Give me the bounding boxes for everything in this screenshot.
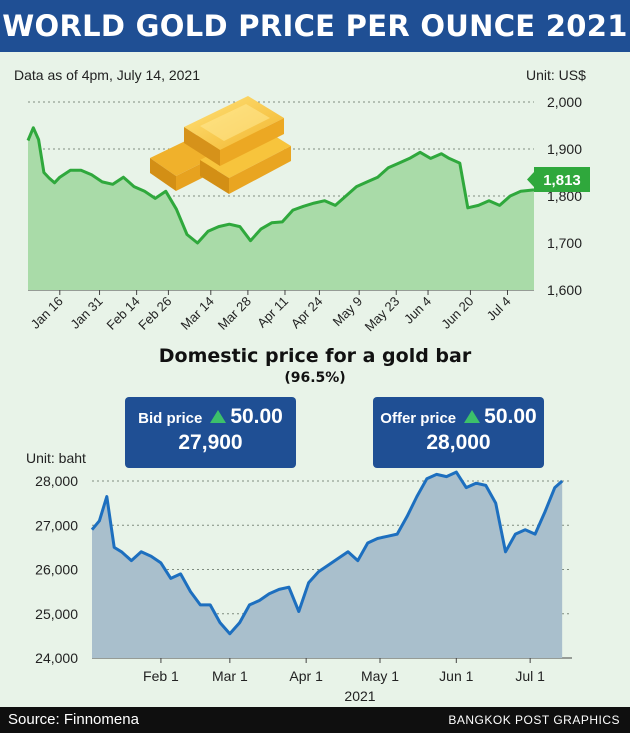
x-tick-label: Feb 14	[104, 294, 143, 333]
domestic-subtitle: (96.5%)	[284, 370, 346, 386]
bid-change: 50.00	[230, 405, 283, 428]
gold-bars-icon	[150, 96, 291, 194]
last-price-tag: 1,813	[527, 167, 590, 192]
y-tick-label: 1,600	[547, 282, 582, 298]
y-tick-label: 1,900	[547, 141, 582, 157]
x-tick-label: May 23	[362, 294, 403, 335]
x-tick-label: Jan 31	[67, 294, 105, 332]
price-line	[26, 126, 535, 245]
area-fill	[28, 127, 534, 290]
x-tick-label: Jun 4	[401, 294, 434, 327]
x-tick-label: Apr 24	[288, 294, 326, 332]
source-label: Source: Finnomena	[8, 711, 139, 728]
x-tick-label: May 9	[330, 294, 366, 330]
y-tick-label: 24,000	[35, 650, 78, 666]
x-tick-label: Apr 11	[254, 294, 291, 331]
brand-label: BANGKOK POST GRAPHICS	[448, 713, 620, 727]
y-tick-label: 26,000	[35, 562, 78, 578]
domestic-title: Domestic price for a gold bar	[158, 345, 472, 367]
offer-price-label: Offer price	[380, 410, 457, 427]
x-tick-label: Mar 28	[215, 294, 254, 333]
up-arrow-icon	[464, 410, 481, 423]
y-tick-label: 25,000	[35, 606, 78, 622]
x-tick-label: Jul 1	[515, 668, 545, 684]
y-tick-label: 2,000	[547, 94, 582, 110]
offer-price-value: 28,000	[426, 431, 491, 454]
x-tick-label: Mar 1	[212, 668, 248, 684]
offer-change: 50.00	[484, 405, 537, 428]
y-tick-label: 28,000	[35, 473, 78, 489]
x-tick-label: Mar 14	[178, 294, 217, 333]
x-tick-label: Jun 1	[439, 668, 473, 684]
year-label: 2021	[344, 688, 375, 704]
x-tick-label: Jun 20	[438, 294, 476, 332]
bid-price-label: Bid price	[138, 410, 203, 427]
world-unit-label: Unit: US$	[526, 67, 586, 83]
x-tick-label: Jan 16	[28, 294, 66, 332]
area-fill	[92, 472, 563, 658]
y-tick-label: 27,000	[35, 517, 78, 533]
y-tick-label: 1,700	[547, 235, 582, 251]
data-timestamp-note: Data as of 4pm, July 14, 2021	[14, 67, 200, 83]
x-tick-label: Feb 26	[135, 294, 174, 333]
x-tick-label: Jul 4	[484, 294, 514, 324]
chart-title: WORLD GOLD PRICE PER OUNCE 2021	[0, 0, 630, 52]
offer-price-box: Offer price 50.00 28,000	[373, 397, 544, 468]
x-tick-label: Apr 1	[289, 668, 323, 684]
x-tick-label: Feb 1	[143, 668, 179, 684]
x-tick-label: May 1	[361, 668, 399, 684]
price-line	[90, 470, 564, 636]
up-arrow-icon	[210, 410, 227, 423]
footer: Source: Finnomena BANGKOK POST GRAPHICS	[0, 707, 630, 733]
bid-price-value: 27,900	[178, 431, 243, 454]
domestic-unit-label: Unit: baht	[26, 450, 86, 466]
last-price-value: 1,813	[543, 172, 581, 189]
bid-price-box: Bid price 50.00 27,900	[125, 397, 296, 468]
